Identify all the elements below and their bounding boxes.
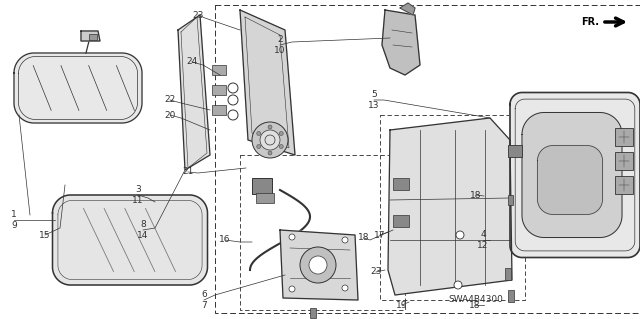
Circle shape	[289, 234, 295, 240]
Bar	[256, 193, 274, 203]
Circle shape	[268, 125, 272, 129]
Bar	[615, 152, 633, 170]
Polygon shape	[400, 3, 415, 15]
Text: 15: 15	[39, 231, 51, 240]
Polygon shape	[14, 53, 142, 123]
Bar	[215, 5, 640, 313]
Bar	[240, 155, 405, 310]
Circle shape	[454, 281, 462, 289]
Text: 23: 23	[192, 11, 204, 19]
Circle shape	[456, 231, 464, 239]
Text: 4
12: 4 12	[477, 230, 489, 250]
Text: 6
7: 6 7	[201, 290, 207, 310]
Bar	[615, 128, 633, 146]
Bar	[505, 268, 511, 280]
Circle shape	[260, 130, 280, 150]
Text: 1
9: 1 9	[11, 210, 17, 230]
Circle shape	[342, 237, 348, 243]
Circle shape	[228, 95, 238, 105]
Polygon shape	[522, 113, 622, 238]
Polygon shape	[388, 118, 512, 295]
Polygon shape	[510, 93, 640, 257]
Text: 22: 22	[164, 95, 175, 105]
Circle shape	[279, 131, 284, 136]
Polygon shape	[280, 230, 358, 300]
Text: 21: 21	[182, 167, 194, 176]
Bar	[508, 195, 513, 205]
Polygon shape	[81, 31, 100, 41]
Text: 18: 18	[469, 300, 481, 309]
Text: 20: 20	[164, 110, 176, 120]
Bar	[89, 34, 97, 40]
Bar	[508, 290, 514, 302]
Text: 8
14: 8 14	[138, 220, 148, 240]
Text: 18: 18	[358, 234, 370, 242]
Circle shape	[342, 285, 348, 291]
Text: 5
13: 5 13	[368, 90, 380, 110]
Polygon shape	[382, 10, 420, 75]
Bar	[380, 115, 525, 300]
Circle shape	[268, 151, 272, 155]
Text: FR.: FR.	[581, 17, 599, 27]
Text: 19: 19	[396, 300, 408, 309]
Circle shape	[228, 83, 238, 93]
Bar	[393, 215, 409, 227]
Circle shape	[300, 247, 336, 283]
Text: SWA4B4300: SWA4B4300	[449, 295, 504, 305]
Text: 24: 24	[186, 57, 198, 66]
Polygon shape	[52, 195, 207, 285]
Text: 18: 18	[470, 190, 482, 199]
Circle shape	[279, 145, 284, 149]
Bar	[615, 176, 633, 194]
Text: 23: 23	[371, 268, 381, 277]
Circle shape	[309, 256, 327, 274]
Bar	[212, 65, 226, 75]
Circle shape	[228, 110, 238, 120]
Circle shape	[252, 122, 288, 158]
Polygon shape	[240, 10, 295, 155]
Bar	[393, 178, 409, 190]
Bar	[310, 308, 316, 318]
Circle shape	[289, 286, 295, 292]
Text: 16: 16	[220, 235, 231, 244]
Circle shape	[257, 145, 260, 149]
Polygon shape	[178, 15, 210, 170]
Text: 17: 17	[374, 231, 386, 240]
Bar	[212, 85, 226, 95]
Text: 2
10: 2 10	[275, 35, 285, 55]
Bar	[252, 178, 272, 194]
Polygon shape	[538, 146, 602, 214]
Bar	[212, 105, 226, 115]
Circle shape	[257, 131, 260, 136]
Bar	[508, 145, 522, 157]
Text: 3
11: 3 11	[132, 185, 144, 205]
